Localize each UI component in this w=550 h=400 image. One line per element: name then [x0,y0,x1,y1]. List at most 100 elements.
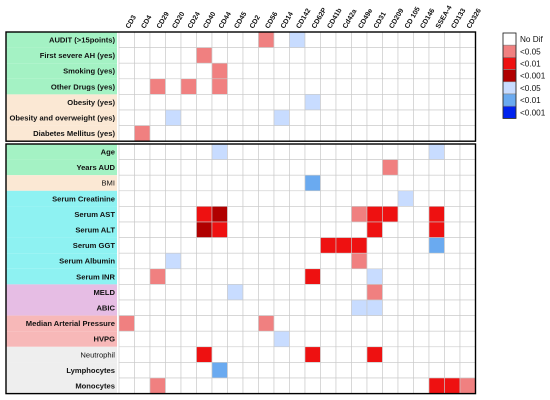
heatmap-cell [118,78,135,95]
heatmap-cell [165,78,182,95]
heatmap-cell [211,346,228,363]
heatmap-cell [397,221,414,238]
heatmap-cell [134,190,151,207]
legend-label: <0.01 [520,96,541,105]
row-label-years-aud: Years AUD [76,163,115,172]
heatmap-cell [382,221,399,238]
heatmap-cell [289,377,306,394]
section-border [5,143,477,395]
heatmap-cell [413,94,430,111]
heatmap-cell [180,330,197,348]
heatmap-cell [444,109,461,126]
heatmap-cell [428,330,445,348]
heatmap-cell [289,330,306,348]
heatmap-cell [227,315,244,332]
heatmap-cell [335,62,352,80]
heatmap-cell [459,190,476,207]
heatmap-cell [444,143,461,160]
heatmap-cell [258,47,275,64]
legend-label: <0.05 [520,84,541,93]
legend: No Dif <0.05 <0.01 <0.001 <0.05 <0.01 <0.001 [502,32,546,119]
heatmap-cell [397,47,414,64]
heatmap-cell [196,330,213,348]
row-group-band [6,47,117,64]
row-label-hvpg: HVPG [93,335,115,344]
heatmap-cell [320,190,337,207]
heatmap-cell [242,94,259,111]
legend-label: No Dif [520,35,543,44]
heatmap-cell [459,252,476,270]
col-label-cd326: CD326 [466,8,483,30]
heatmap-cell [242,284,259,301]
heatmap-cell [180,159,197,176]
heatmap-cell [335,315,352,332]
heatmap-cell [397,284,414,301]
heatmap-cell [165,284,182,301]
heatmap-cell [444,330,461,348]
heatmap-cell [258,190,275,207]
heatmap-cell [335,174,352,192]
heatmap-cell [413,377,430,394]
heatmap-cell [351,221,368,238]
heatmap-cell [351,377,368,394]
heatmap-cell [351,330,368,348]
legend-swatch [502,93,517,107]
heatmap-cell [320,78,337,95]
heatmap-cell [196,299,213,316]
heatmap-cell [320,221,337,238]
heatmap-cell [366,31,383,48]
row-group-band [6,32,117,48]
heatmap-cell [289,159,306,176]
legend-border [502,32,517,119]
heatmap-cell [149,221,166,238]
heatmap-grid [118,31,476,394]
heatmap-cell [227,330,244,348]
heatmap-cell [118,299,135,316]
heatmap-cell [211,109,228,126]
heatmap-cell [258,125,275,142]
row-group-band [6,315,117,332]
heatmap-cell [320,268,337,285]
heatmap-cell [335,206,352,223]
heatmap-cell [134,125,151,142]
heatmap-cell [227,109,244,126]
heatmap-cell [211,190,228,207]
heatmap-cell [149,143,166,160]
heatmap-cell [304,268,321,285]
row-label-neutrophil: Neutrophil [80,350,115,359]
heatmap-cell [180,94,197,111]
heatmap-cell [258,159,275,176]
col-label-cd45: CD45 [233,11,248,30]
heatmap-cell [413,362,430,379]
heatmap-cell [351,125,368,142]
row-label-audit-15points: AUDIT (>15points) [49,36,115,45]
heatmap-cell [397,362,414,379]
heatmap-cell [180,346,197,363]
heatmap-cell [165,94,182,111]
heatmap-cell [428,237,445,254]
heatmap-cell [227,62,244,80]
heatmap-cell [196,78,213,95]
heatmap-cell [165,190,182,207]
heatmap-cell [320,109,337,126]
heatmap-cell [180,78,197,95]
heatmap-cell [335,190,352,207]
heatmap-cell [134,143,151,160]
heatmap-cell [180,62,197,80]
heatmap-cell [304,62,321,80]
heatmap-cell [211,221,228,238]
heatmap-cell [149,62,166,80]
heatmap-cell [397,159,414,176]
heatmap-cell [242,299,259,316]
heatmap-cell [242,330,259,348]
heatmap-cell [366,78,383,95]
heatmap-cell [382,190,399,207]
heatmap-cell [459,299,476,316]
heatmap-cell [165,330,182,348]
row-label-serum-ggt: Serum GGT [73,241,116,250]
row-group-band [6,78,117,95]
heatmap-cell [118,190,135,207]
row-label-serum-alt: Serum ALT [75,226,115,235]
heatmap-cell [273,31,290,48]
heatmap-cell [227,125,244,142]
